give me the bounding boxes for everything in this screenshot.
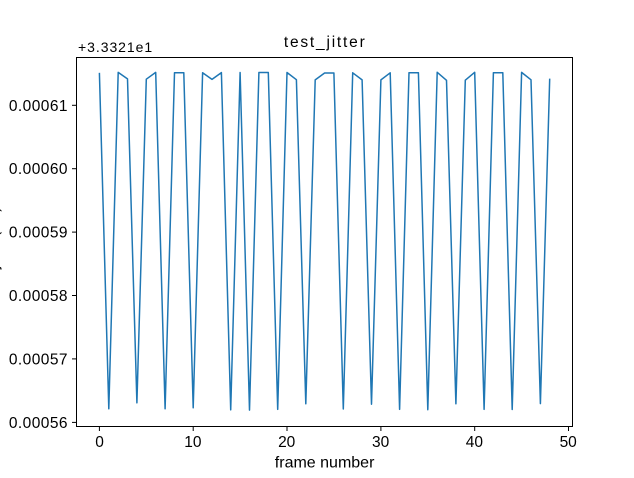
svg-text:30: 30 bbox=[372, 434, 390, 451]
svg-text:0.00061: 0.00061 bbox=[9, 98, 68, 115]
svg-text:0.00058: 0.00058 bbox=[9, 288, 68, 305]
svg-text:frame number: frame number bbox=[275, 455, 375, 472]
svg-text:jitter (ms): jitter (ms) bbox=[0, 207, 3, 271]
svg-text:40: 40 bbox=[466, 434, 484, 451]
svg-text:20: 20 bbox=[278, 434, 296, 451]
svg-text:50: 50 bbox=[560, 434, 578, 451]
svg-text:0.00060: 0.00060 bbox=[9, 161, 68, 178]
svg-text:0.00059: 0.00059 bbox=[9, 225, 68, 242]
svg-text:10: 10 bbox=[184, 434, 202, 451]
svg-text:0.00057: 0.00057 bbox=[9, 351, 68, 368]
svg-text:+3.3321e1: +3.3321e1 bbox=[78, 39, 153, 55]
svg-text:0: 0 bbox=[95, 434, 104, 451]
svg-text:0.00056: 0.00056 bbox=[9, 415, 68, 432]
svg-text:test_jitter: test_jitter bbox=[284, 34, 367, 51]
